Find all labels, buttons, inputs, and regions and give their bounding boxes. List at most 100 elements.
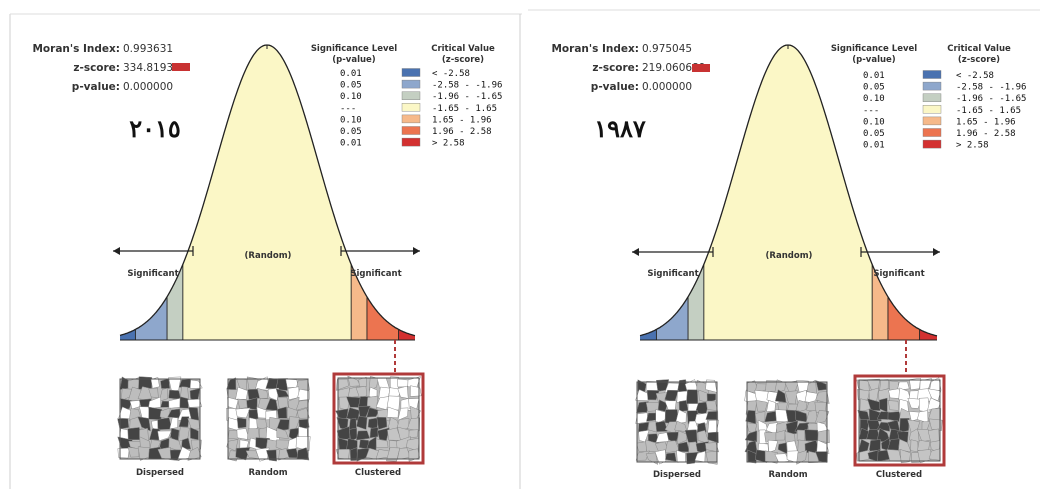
map-polygon bbox=[148, 406, 163, 421]
map-polygon bbox=[409, 385, 422, 397]
map-polygon bbox=[181, 437, 192, 450]
map-polygon bbox=[386, 395, 401, 411]
dispersed-caption: Dispersed bbox=[653, 470, 701, 480]
p-value-value: 0.000000 bbox=[123, 81, 173, 93]
map-polygon bbox=[117, 418, 130, 430]
legend-p-value: 0.05 bbox=[340, 127, 362, 137]
map-polygon bbox=[685, 389, 699, 405]
random-caption: Random bbox=[248, 468, 287, 478]
z-score-swatch bbox=[692, 64, 710, 72]
map-polygon bbox=[898, 438, 912, 453]
map-polygon bbox=[856, 449, 871, 462]
legend-swatch bbox=[401, 114, 421, 124]
map-polygon bbox=[868, 387, 880, 403]
legend-swatch bbox=[401, 68, 421, 77]
map-polygon bbox=[929, 377, 942, 391]
map-polygon bbox=[815, 391, 830, 404]
map-outline bbox=[746, 381, 828, 463]
map-polygon bbox=[705, 411, 719, 420]
map-polygon bbox=[376, 416, 388, 430]
legend-swatch bbox=[401, 91, 421, 100]
map-polygon bbox=[910, 439, 919, 453]
map-polygon bbox=[187, 398, 203, 408]
report-panel-2015: Moran's Index: 0.993631 z-score: 334.819… bbox=[9, 13, 522, 489]
map-polygon bbox=[179, 396, 189, 409]
map-polygon bbox=[355, 385, 368, 398]
map-polygon bbox=[236, 417, 247, 429]
legend-swatch bbox=[922, 70, 942, 79]
legend-z-range: -1.65 - 1.65 bbox=[956, 106, 1021, 116]
map-polygon bbox=[775, 429, 786, 441]
morans-index-label: Moran's Index: bbox=[551, 43, 639, 55]
random-map bbox=[226, 376, 311, 462]
map-polygon bbox=[796, 449, 808, 465]
left-arrowhead bbox=[113, 247, 120, 255]
map-outline bbox=[119, 378, 201, 460]
map-polygon bbox=[358, 405, 371, 419]
map-polygon bbox=[235, 386, 248, 400]
report-panel-1987: Moran's Index: 0.975045 z-score: 219.060… bbox=[522, 0, 1040, 489]
map-polygon bbox=[696, 422, 707, 434]
map-polygon bbox=[867, 398, 881, 411]
map-polygon bbox=[635, 412, 649, 424]
legend-p-value: 0.01 bbox=[863, 71, 885, 81]
map-polygon bbox=[815, 380, 827, 391]
map-polygon bbox=[646, 389, 660, 401]
left-arrowhead bbox=[632, 248, 639, 256]
legend-z-range: 1.65 - 1.96 bbox=[432, 115, 492, 125]
map-polygon bbox=[388, 387, 402, 398]
legend-sig-header: Significance Level bbox=[831, 44, 917, 54]
map-polygon bbox=[755, 399, 768, 412]
significance-legend: Significance Level (p-value) Critical Va… bbox=[831, 44, 1027, 151]
map-polygon bbox=[365, 447, 379, 460]
legend-p-value: 0.10 bbox=[340, 115, 362, 125]
map-polygon bbox=[774, 389, 787, 403]
clustered-caption: Clustered bbox=[355, 468, 401, 478]
curve-band bbox=[688, 264, 704, 340]
map-polygon bbox=[355, 430, 371, 441]
significant-left-label: Significant bbox=[127, 269, 178, 279]
morans-index-value: 0.975045 bbox=[642, 43, 692, 55]
legend-swatch bbox=[401, 126, 421, 135]
map-polygon bbox=[676, 430, 687, 445]
map-polygon bbox=[397, 407, 409, 421]
map-polygon bbox=[705, 442, 720, 453]
map-outline bbox=[636, 381, 718, 463]
map-polygon bbox=[377, 427, 390, 441]
significant-left-label: Significant bbox=[647, 269, 698, 279]
p-value-value: 0.000000 bbox=[642, 81, 692, 93]
morans-index-label: Moran's Index: bbox=[32, 43, 120, 55]
dispersed-map bbox=[117, 376, 203, 461]
z-score-value: 219.060689 bbox=[642, 62, 705, 74]
map-polygon bbox=[397, 378, 410, 388]
curve-band bbox=[120, 329, 136, 340]
legend-swatch bbox=[401, 79, 421, 89]
map-polygon bbox=[375, 438, 389, 448]
legend-swatch bbox=[922, 128, 942, 137]
morans-index-value: 0.993631 bbox=[123, 43, 173, 55]
legend-p-value: 0.10 bbox=[863, 117, 885, 127]
map-polygon bbox=[297, 407, 310, 419]
map-polygon bbox=[296, 447, 310, 461]
clustered-caption: Clustered bbox=[876, 470, 922, 480]
curve-band bbox=[872, 264, 888, 340]
map-polygon bbox=[356, 416, 368, 430]
legend-swatch bbox=[922, 105, 942, 114]
p-value-label: p-value: bbox=[591, 81, 639, 93]
curve-band bbox=[167, 264, 183, 340]
map-polygon bbox=[694, 412, 709, 425]
map-outline bbox=[858, 379, 941, 462]
legend-swatch bbox=[922, 93, 942, 102]
legend-z-range: 1.96 - 2.58 bbox=[956, 129, 1016, 139]
legend-sig-header: Significance Level bbox=[311, 44, 397, 54]
legend-z-range: < -2.58 bbox=[956, 71, 994, 81]
legend-p-value: --- bbox=[863, 106, 879, 116]
map-polygon bbox=[127, 446, 140, 458]
map-polygon bbox=[346, 438, 358, 452]
map-polygon bbox=[804, 429, 820, 442]
map-polygon bbox=[189, 379, 203, 389]
normal-curve-outline bbox=[119, 44, 416, 337]
moran-diagram-1987: Moran's Index: 0.975045 z-score: 219.060… bbox=[528, 9, 1040, 480]
map-polygon bbox=[747, 449, 758, 464]
legend-z-range: > 2.58 bbox=[956, 141, 989, 151]
